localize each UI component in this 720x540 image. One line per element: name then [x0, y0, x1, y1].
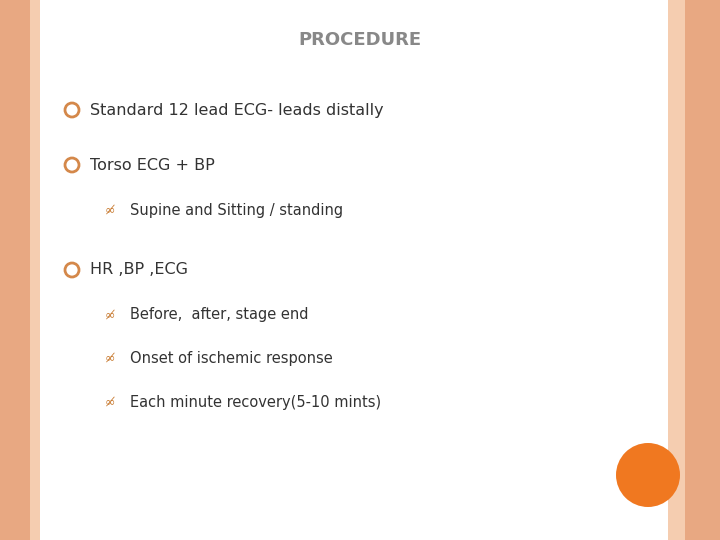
Text: Standard 12 lead ECG- leads distally: Standard 12 lead ECG- leads distally [90, 103, 384, 118]
Text: ∞̸: ∞̸ [105, 204, 115, 217]
Bar [0, 0, 30, 540]
Text: ∞̸: ∞̸ [105, 352, 115, 365]
Circle shape [616, 443, 680, 507]
Text: Onset of ischemic response: Onset of ischemic response [130, 350, 333, 366]
Text: PROCEDURE: PROCEDURE [298, 31, 422, 49]
Text: ∞̸: ∞̸ [105, 395, 115, 408]
Bar [668, 0, 685, 540]
Text: Before,  after, stage end: Before, after, stage end [130, 307, 308, 322]
Text: Supine and Sitting / standing: Supine and Sitting / standing [130, 202, 343, 218]
Text: HR ,BP ,ECG: HR ,BP ,ECG [90, 262, 188, 278]
Bar [40, 0, 668, 540]
Bar [30, 0, 40, 540]
Text: ∞̸: ∞̸ [105, 308, 115, 321]
Bar [685, 0, 720, 540]
Text: Each minute recovery(5-10 mints): Each minute recovery(5-10 mints) [130, 395, 381, 409]
Text: Torso ECG + BP: Torso ECG + BP [90, 158, 215, 172]
